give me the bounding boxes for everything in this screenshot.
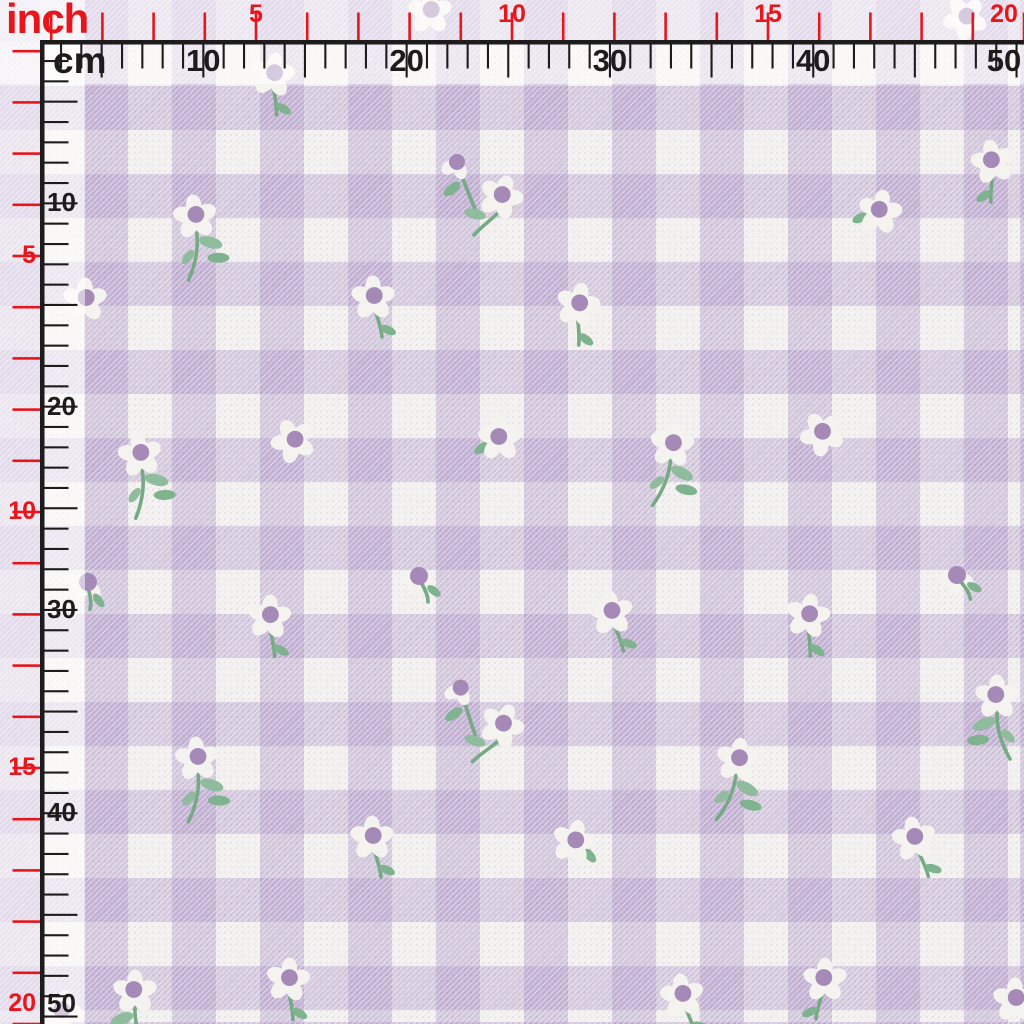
flower-motif-head_stem [350, 815, 395, 879]
flower-motif-cluster [444, 679, 525, 764]
flower-motif-sprig [714, 737, 762, 822]
flower-motif-head_stem [351, 275, 396, 339]
flower-motif-head_leaf [554, 820, 597, 864]
flower-motif-head_leaf [474, 416, 522, 459]
flower-motif-sprig [172, 194, 230, 282]
flower-motif-head [993, 977, 1024, 1020]
flower-motif-head_stem [970, 139, 1014, 204]
flower-motif-head_stem [557, 282, 601, 347]
flower-motif-head_stem [266, 957, 311, 1022]
flower-motif-head_stem [891, 816, 942, 879]
flower-motif-cluster [441, 154, 524, 237]
flower-motif-head_stem [787, 593, 831, 658]
flower-motif-head_stem [588, 590, 637, 653]
flower-motif-sprig [967, 674, 1019, 761]
flower-motif-head_stem [802, 957, 847, 1021]
flower-motif-head_leaf [852, 189, 903, 233]
flower-motif-head_stem [659, 973, 709, 1024]
flower-motif-bud [399, 567, 441, 604]
flower-motif-bud [938, 566, 982, 601]
flower-motif-head [270, 419, 314, 464]
flower-motif-sprig [175, 736, 230, 824]
flower-motif-head [799, 413, 844, 457]
flower-motif-sprig [110, 969, 157, 1024]
flower-motif-sprig [649, 422, 698, 508]
flower-motif-head_stem [247, 594, 292, 659]
flower-motif-sprig [117, 432, 176, 521]
